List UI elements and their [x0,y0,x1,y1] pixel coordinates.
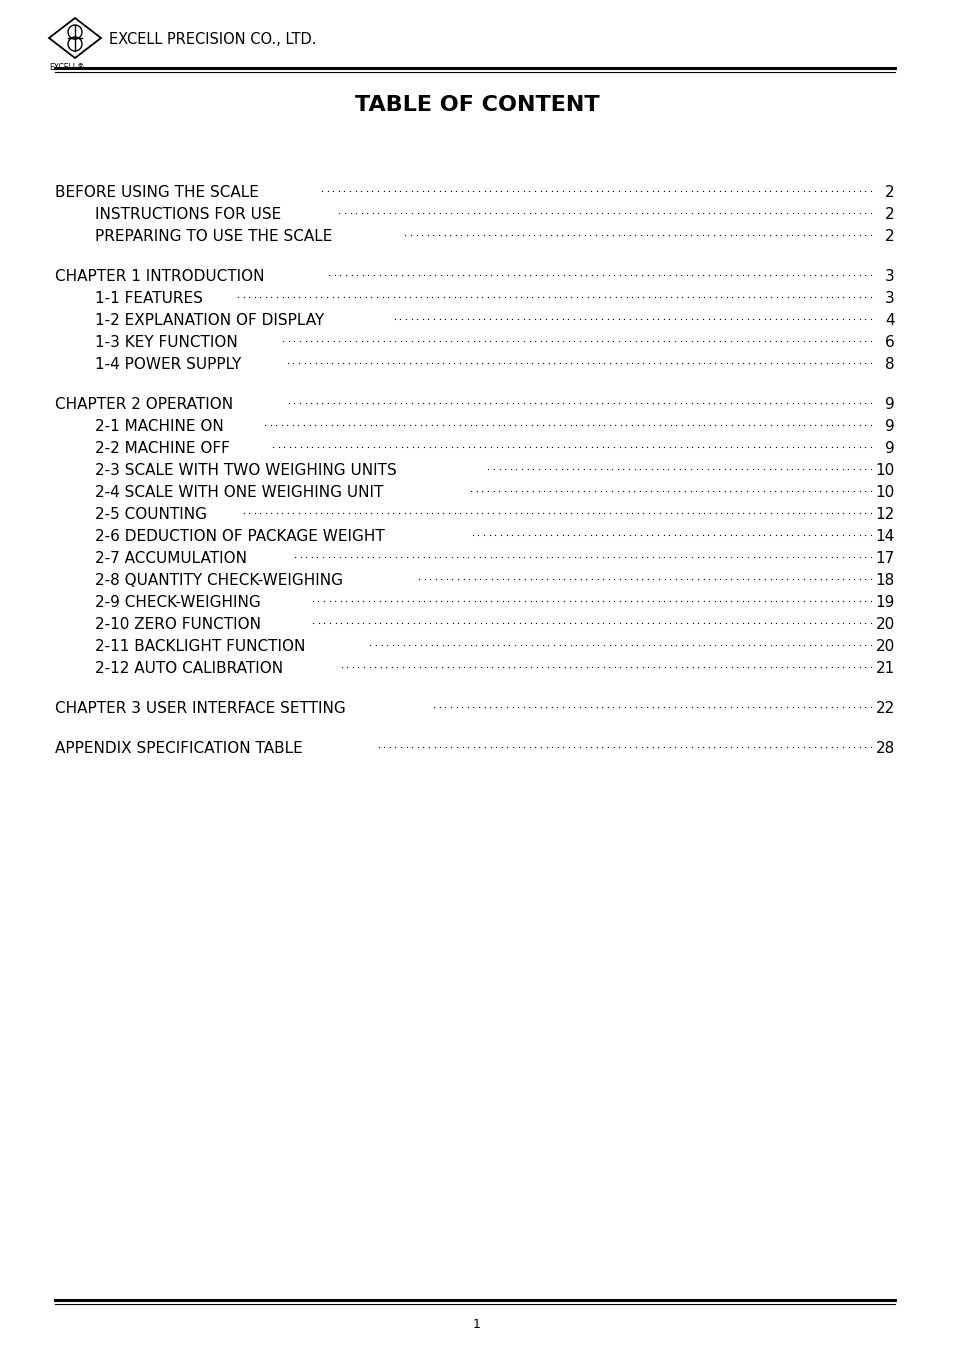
Text: EXCELL®: EXCELL® [49,63,85,71]
Text: 2: 2 [884,185,894,200]
Text: 2-11 BACKLIGHT FUNCTION: 2-11 BACKLIGHT FUNCTION [95,639,305,654]
Text: 14: 14 [875,529,894,544]
Text: 2-10 ZERO FUNCTION: 2-10 ZERO FUNCTION [95,616,261,631]
Text: 2-12 AUTO CALIBRATION: 2-12 AUTO CALIBRATION [95,661,283,676]
Text: 2-4 SCALE WITH ONE WEIGHING UNIT: 2-4 SCALE WITH ONE WEIGHING UNIT [95,486,383,500]
Text: 2-2 MACHINE OFF: 2-2 MACHINE OFF [95,441,230,456]
Text: CHAPTER 2 OPERATION: CHAPTER 2 OPERATION [55,397,233,411]
Text: 2-8 QUANTITY CHECK-WEIGHING: 2-8 QUANTITY CHECK-WEIGHING [95,573,343,588]
Text: 3: 3 [884,291,894,306]
Text: 2: 2 [884,206,894,223]
Text: 2-3 SCALE WITH TWO WEIGHING UNITS: 2-3 SCALE WITH TWO WEIGHING UNITS [95,463,396,478]
Text: 6: 6 [884,335,894,349]
Text: EXCELL PRECISION CO., LTD.: EXCELL PRECISION CO., LTD. [109,32,316,47]
Text: 9: 9 [884,397,894,411]
Text: 2-7 ACCUMULATION: 2-7 ACCUMULATION [95,550,247,567]
Text: 10: 10 [875,486,894,500]
Text: 10: 10 [875,463,894,478]
Text: 18: 18 [875,573,894,588]
Text: 2: 2 [884,229,894,244]
Text: INSTRUCTIONS FOR USE: INSTRUCTIONS FOR USE [95,206,281,223]
Text: 20: 20 [875,639,894,654]
Text: 22: 22 [875,701,894,716]
Text: 1-3 KEY FUNCTION: 1-3 KEY FUNCTION [95,335,237,349]
Text: 2-9 CHECK-WEIGHING: 2-9 CHECK-WEIGHING [95,595,260,610]
Text: APPENDIX SPECIFICATION TABLE: APPENDIX SPECIFICATION TABLE [55,741,302,755]
Text: 1-4 POWER SUPPLY: 1-4 POWER SUPPLY [95,357,241,372]
Text: 19: 19 [875,595,894,610]
Text: 21: 21 [875,661,894,676]
Text: BEFORE USING THE SCALE: BEFORE USING THE SCALE [55,185,258,200]
Text: 8: 8 [884,357,894,372]
Text: 3: 3 [884,268,894,285]
Text: PREPARING TO USE THE SCALE: PREPARING TO USE THE SCALE [95,229,332,244]
Text: CHAPTER 1 INTRODUCTION: CHAPTER 1 INTRODUCTION [55,268,264,285]
Text: 9: 9 [884,441,894,456]
Text: CHAPTER 3 USER INTERFACE SETTING: CHAPTER 3 USER INTERFACE SETTING [55,701,345,716]
Text: 2-5 COUNTING: 2-5 COUNTING [95,507,207,522]
Text: 28: 28 [875,741,894,755]
Text: 20: 20 [875,616,894,631]
Text: 1: 1 [473,1318,480,1331]
Text: 2-6 DEDUCTION OF PACKAGE WEIGHT: 2-6 DEDUCTION OF PACKAGE WEIGHT [95,529,384,544]
Text: 2-1 MACHINE ON: 2-1 MACHINE ON [95,420,224,434]
Text: 9: 9 [884,420,894,434]
Text: TABLE OF CONTENT: TABLE OF CONTENT [355,94,598,115]
Text: 17: 17 [875,550,894,567]
Text: 1-2 EXPLANATION OF DISPLAY: 1-2 EXPLANATION OF DISPLAY [95,313,324,328]
Text: 4: 4 [884,313,894,328]
Text: 1-1 FEATURES: 1-1 FEATURES [95,291,203,306]
Text: 12: 12 [875,507,894,522]
